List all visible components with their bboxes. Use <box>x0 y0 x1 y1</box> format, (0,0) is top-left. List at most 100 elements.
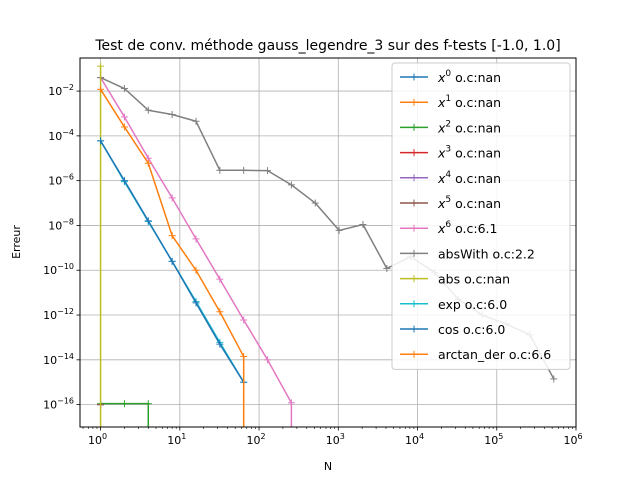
series-x-6-o-c-6-1-point <box>287 399 295 407</box>
series-abswith-o-c-2-2-point <box>311 199 319 207</box>
series-x-6-o-c-6-1 <box>97 74 295 427</box>
legend-label: exp o.c:6.0 <box>438 297 507 312</box>
series-arctan-der-o-c-6-6-point <box>120 123 128 131</box>
series-abswith-o-c-2-2-point <box>192 117 200 125</box>
series-line-arctan-der-o-c-6-6 <box>99 88 245 427</box>
legend-marker-point <box>410 249 418 257</box>
series-arctan-der-o-c-6-6-point <box>192 266 200 274</box>
series-abswith-o-c-2-2-point <box>287 181 295 189</box>
legend-marker-point <box>410 123 418 131</box>
series-abswith-o-c-2-2-point <box>359 221 367 229</box>
legend-marker-point <box>410 199 418 207</box>
x-axis: 100 101 102 103 104 105 106 <box>82 427 583 447</box>
series-cos-o-c-6-0-point <box>216 340 224 348</box>
series-abswith-o-c-2-2-point <box>335 226 343 234</box>
series-abswith-o-c-2-2-point <box>168 110 176 118</box>
x-axis-title: N <box>324 460 332 473</box>
series-abswith-o-c-2-2-point <box>240 166 248 174</box>
y-tick-label: 10−8 <box>48 217 74 232</box>
legend-entry: x3 o.c:nan <box>400 145 501 161</box>
series-abs-o-c-nan-point <box>97 62 105 70</box>
series-x-6-o-c-6-1-point <box>240 316 248 324</box>
series-arctan-der-o-c-6-6-point <box>240 353 248 361</box>
legend-marker-point <box>410 325 418 333</box>
legend-label: abs o.c:nan <box>438 272 510 287</box>
series-arctan-der-o-c-6-6-point <box>144 159 152 167</box>
axes-frame <box>79 57 577 428</box>
plot-area <box>97 62 558 427</box>
legend-entry: exp o.c:6.0 <box>400 297 507 312</box>
legend-entry: x1 o.c:nan <box>400 94 501 110</box>
legend-entry: x4 o.c:nan <box>400 170 501 186</box>
series-abswith-o-c-2-2-point <box>550 375 558 383</box>
series-arctan-der-o-c-6-6-point <box>97 85 105 93</box>
series-x-2-o-c-nan-point <box>120 400 128 408</box>
legend-label: x1 o.c:nan <box>437 94 501 110</box>
series-abswith-o-c-2-2-point <box>216 166 224 174</box>
y-tick-label: 10−12 <box>43 307 74 322</box>
x-tick-label: 105 <box>484 432 503 447</box>
y-tick-label: 10−6 <box>48 173 74 188</box>
legend-entry: abs o.c:nan <box>400 272 510 287</box>
legend-label: cos o.c:6.0 <box>438 322 505 337</box>
x-tick-label: 100 <box>88 432 107 447</box>
series-arctan-der-o-c-6-6-point <box>216 308 224 316</box>
x-tick-label: 101 <box>167 432 186 447</box>
legend-entry: x6 o.c:6.1 <box>400 220 497 236</box>
legend-label: x5 o.c:nan <box>437 195 501 211</box>
legend-label: x4 o.c:nan <box>437 170 501 186</box>
legend-marker-point <box>410 300 418 308</box>
legend-label: x6 o.c:6.1 <box>437 220 497 236</box>
legend-entry: absWith o.c:2.2 <box>400 246 535 261</box>
legend-label: x2 o.c:nan <box>437 119 501 135</box>
y-tick-label: 10−4 <box>48 128 74 143</box>
legend-box <box>391 62 571 370</box>
series-abswith-o-c-2-2-point <box>120 85 128 93</box>
x-tick-label: 104 <box>405 432 424 447</box>
y-axis-title: Erreur <box>10 225 23 259</box>
legend-entry: x0 o.c:nan <box>400 69 501 85</box>
y-tick-label: 10−2 <box>48 83 74 98</box>
legend-entry: x2 o.c:nan <box>400 119 501 135</box>
series-x-2-o-c-nan-point <box>144 400 152 408</box>
legend-marker-point <box>410 174 418 182</box>
series-line-x-6-o-c-6-1 <box>99 77 293 427</box>
legend-marker-point <box>410 98 418 106</box>
legend-entry: x5 o.c:nan <box>400 195 501 211</box>
y-axis: 10−16 10−14 10−12 10−10 10−8 10−6 10−4 10−2 <box>43 83 80 412</box>
legend-label: arctan_der o.c:6.6 <box>438 347 551 362</box>
legend-entry: arctan_der o.c:6.6 <box>400 347 551 362</box>
legend-label: x0 o.c:nan <box>437 69 501 85</box>
legend-marker-point <box>410 275 418 283</box>
series-x-6-o-c-6-1-point <box>264 356 272 364</box>
series-abswith-o-c-2-2-point <box>383 264 391 272</box>
x-tick-label: 103 <box>326 432 345 447</box>
y-tick-label: 10−16 <box>43 397 74 412</box>
series-abswith-o-c-2-2-point <box>144 106 152 114</box>
series-x-6-o-c-6-1-point <box>216 275 224 283</box>
legend-marker-point <box>410 350 418 358</box>
legend-marker-point <box>410 149 418 157</box>
series-abswith-o-c-2-2-point <box>264 167 272 175</box>
series-cos-o-c-6-0-point <box>168 257 176 265</box>
series-arctan-der-o-c-6-6 <box>97 85 248 427</box>
legend-marker-point <box>410 224 418 232</box>
x-tick-label: 102 <box>247 432 266 447</box>
series-x-6-o-c-6-1-point <box>168 194 176 202</box>
legend: x0 o.c:nan x1 o.c:nan x2 o.c:nan x3 o.c:nan… <box>391 62 571 370</box>
series-cos-o-c-6-0-point <box>120 177 128 185</box>
chart-title: Test de conv. méthode gauss_legendre_3 s… <box>94 38 560 54</box>
y-tick-label: 10−14 <box>43 352 74 367</box>
legend-entry: cos o.c:6.0 <box>400 322 505 337</box>
series-arctan-der-o-c-6-6-point <box>168 232 176 240</box>
series-x-6-o-c-6-1-point <box>192 235 200 243</box>
legend-label: absWith o.c:2.2 <box>438 246 535 261</box>
series-x-6-o-c-6-1-point <box>120 113 128 121</box>
series-line-x-2-o-c-nan <box>100 402 150 427</box>
series-cos-o-c-6-0-point <box>192 299 200 307</box>
y-tick-label: 10−10 <box>43 262 74 277</box>
series-cos-o-c-6-0-point <box>97 137 105 145</box>
legend-label: x3 o.c:nan <box>437 145 501 161</box>
legend-marker-point <box>410 73 418 81</box>
